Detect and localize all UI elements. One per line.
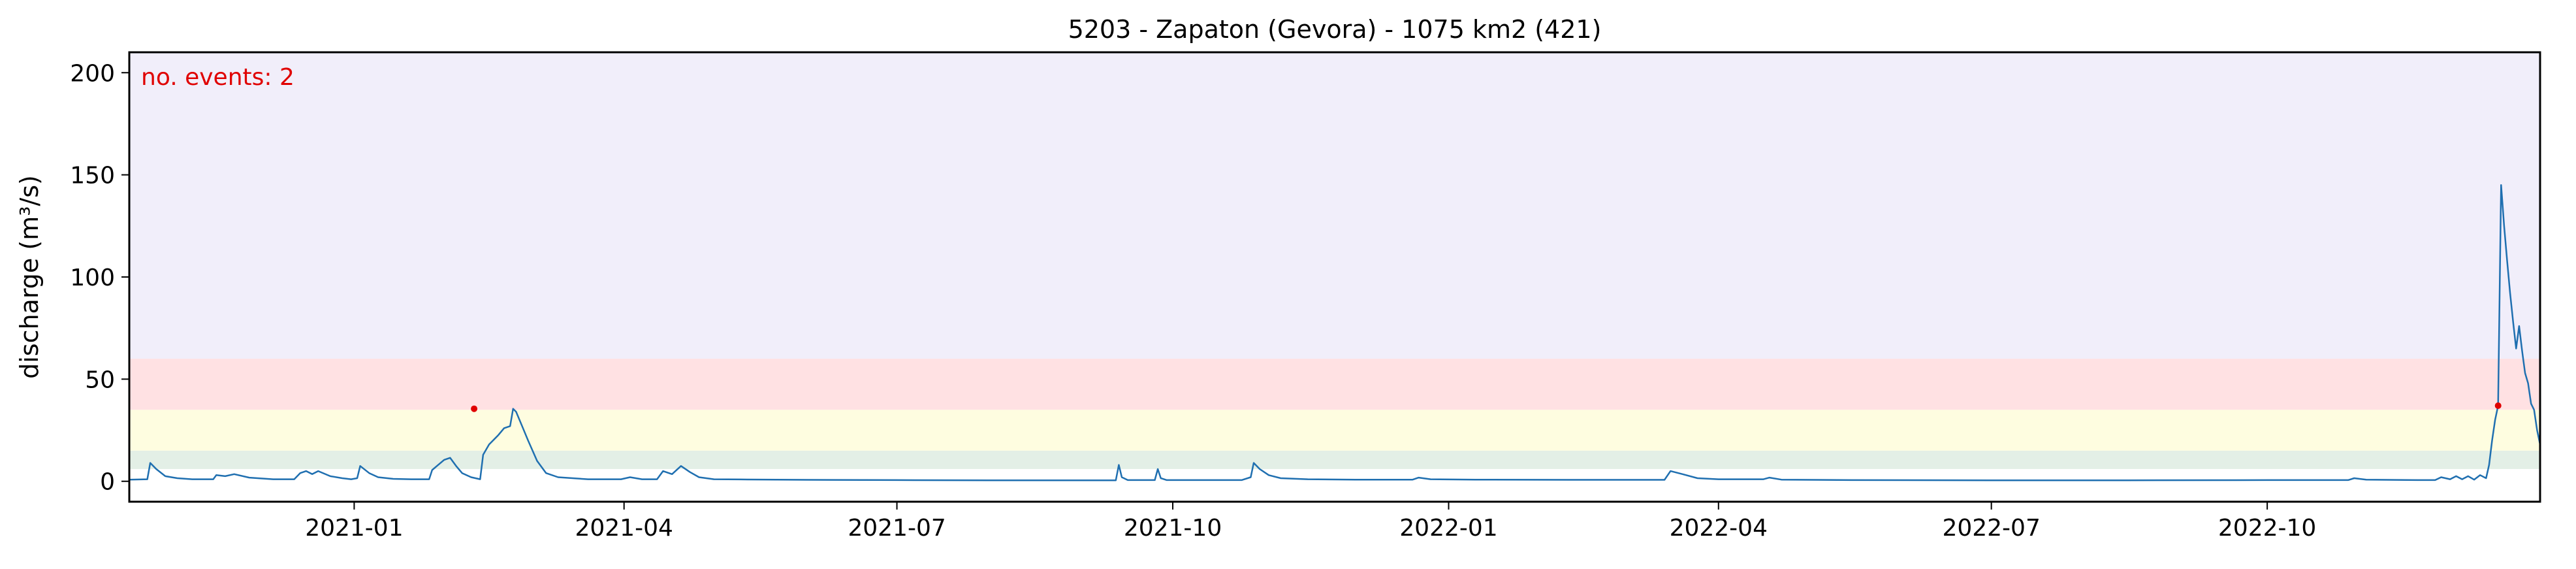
threshold-bands — [129, 52, 2540, 469]
y-tick-label-2: 100 — [70, 265, 115, 291]
x-tick-label-0: 2021-01 — [305, 515, 403, 542]
x-tick-label-4: 2022-01 — [1399, 515, 1497, 542]
y-tick-label-1: 50 — [85, 366, 115, 393]
y-axis: 0 50 100 150 200 — [70, 60, 129, 496]
series-line-0 — [129, 184, 2541, 481]
x-tick-label-2: 2021-07 — [848, 515, 946, 542]
y-tick-label-4: 200 — [70, 60, 115, 87]
y-axis-label: discharge (m³/s) — [15, 175, 44, 379]
x-axis: 2021-01 2021-04 2021-07 2021-10 2022-01 2022-… — [305, 502, 2316, 542]
series-layer — [129, 184, 2541, 481]
threshold-band-1 — [129, 410, 2540, 451]
event-marker-1 — [2494, 402, 2502, 410]
x-tick-label-6: 2022-07 — [1942, 515, 2040, 542]
x-tick-label-7: 2022-10 — [2218, 515, 2316, 542]
event-marker-0 — [471, 405, 478, 412]
y-tick-label-3: 150 — [70, 163, 115, 189]
y-tick-label-0: 0 — [100, 469, 115, 496]
threshold-band-0 — [129, 450, 2540, 469]
x-tick-label-5: 2022-04 — [1670, 515, 1768, 542]
x-tick-label-1: 2021-04 — [575, 515, 673, 542]
event-markers — [471, 402, 2502, 412]
x-tick-label-3: 2021-10 — [1124, 515, 1222, 542]
threshold-band-2 — [129, 359, 2540, 410]
chart-title: 5203 - Zapaton (Gevora) - 1075 km2 (421) — [1068, 15, 1602, 44]
events-count-annotation: no. events: 2 — [141, 64, 294, 91]
threshold-band-3 — [129, 52, 2540, 359]
